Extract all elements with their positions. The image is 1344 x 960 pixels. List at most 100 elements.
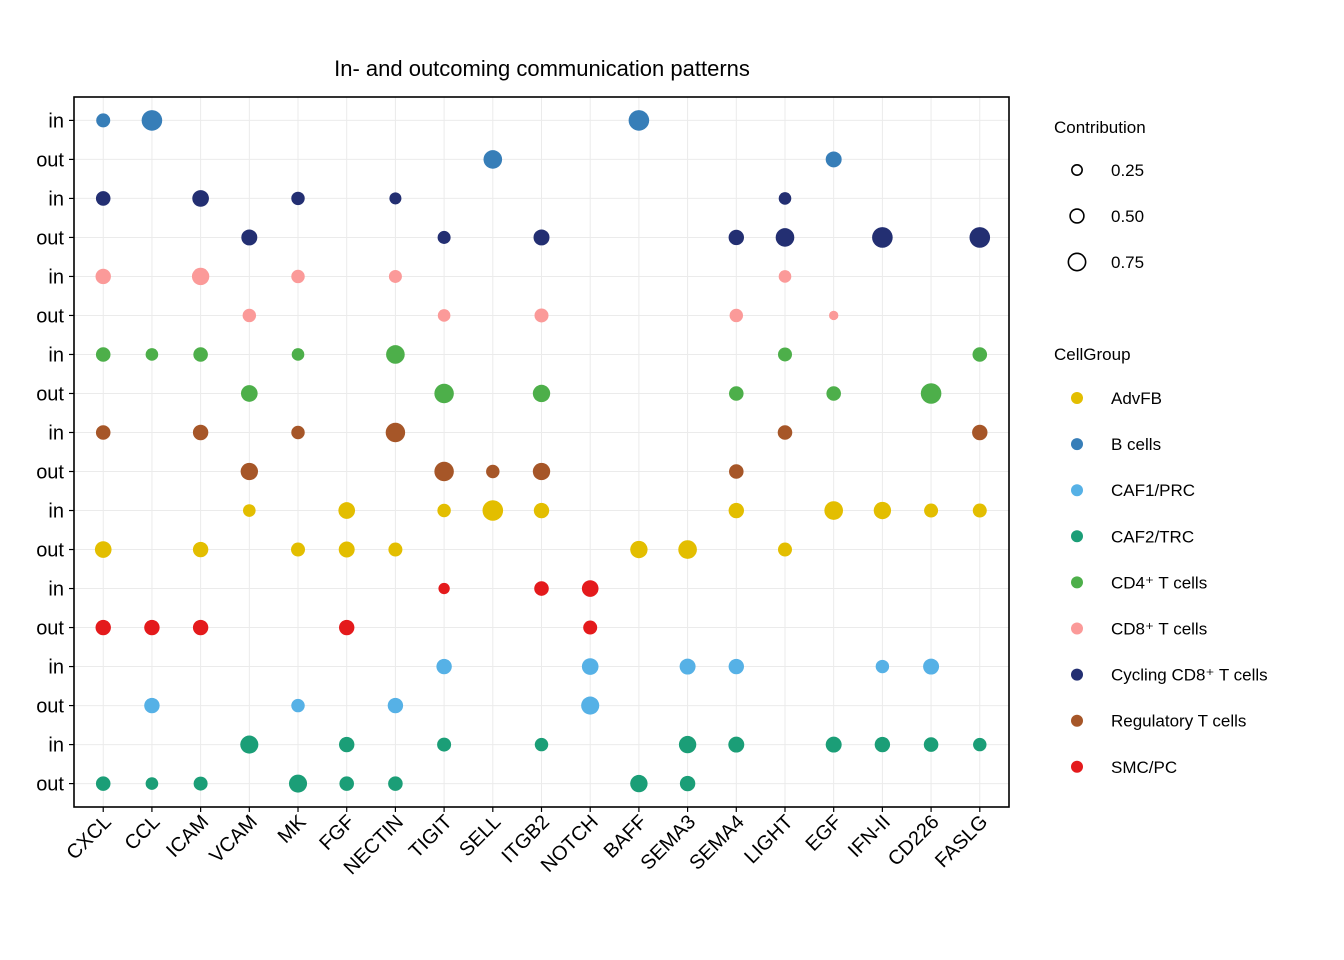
color-legend-key-smc-pc [1071,760,1083,773]
y-axis: in out in out in out in out in out in out in out in out… [36,110,74,796]
color-legend-label: CD8⁺ T cells [1111,620,1207,639]
dot-caf2-trc-in-ifn-ii [874,736,891,753]
dot-cd4-t-cells-out-tigit [434,383,454,404]
dot-cd8-t-cells-in-light [778,270,792,283]
dot-caf2-trc-out-cxcl [95,776,111,791]
dot-advfb-in-itgb2 [533,502,550,519]
y-tick-label: in [48,501,64,523]
dot-smc-pc-out-notch [583,620,598,635]
dot-smc-pc-out-icam [192,619,209,636]
color-legend-key-cd4-t-cells [1071,576,1083,589]
dot-smc-pc-in-itgb2 [534,581,549,596]
dot-caf1-prc-in-sema4 [728,658,744,675]
dot-advfb-out-light [777,542,792,557]
dot-cd8-t-cells-out-itgb2 [534,308,549,323]
color-legend-title: CellGroup [1054,345,1131,364]
size-legend-key [1069,208,1085,224]
dot-caf2-trc-in-cd226 [923,737,939,752]
dot-regulatory-t-cells-in-nectin [385,422,406,443]
dot-advfb-in-ifn-ii [873,501,892,520]
dot-cd4-t-cells-out-sema4 [729,386,744,401]
dot-cycling-cd8-t-cells-in-cxcl [95,191,111,206]
dot-regulatory-t-cells-out-tigit [434,461,454,482]
dot-cd4-t-cells-in-ccl [145,348,159,361]
dot-advfb-in-sell [482,500,504,521]
dot-cd4-t-cells-out-vcam [240,385,258,402]
dot-advfb-in-tigit [437,503,451,518]
dot-regulatory-t-cells-out-sema4 [729,464,744,479]
dot-caf2-trc-in-sema4 [728,736,745,753]
dot-caf2-trc-in-faslg [973,737,987,752]
dot-caf2-trc-in-tigit [437,737,452,752]
dot-cd4-t-cells-in-faslg [972,347,988,362]
dot-caf2-trc-out-baff [630,774,648,793]
color-legend-key-b-cells [1071,438,1083,451]
dot-advfb-out-sema3 [678,540,697,559]
dot-b-cells-in-baff [628,110,650,131]
y-tick-label: out [36,149,64,171]
size-legend-key [1067,252,1087,272]
dot-cd4-t-cells-in-mk [291,348,305,361]
dot-caf1-prc-out-ccl [144,697,160,714]
dot-cd8-t-cells-out-egf [828,310,839,321]
dot-caf2-trc-in-egf [825,736,842,753]
color-legend: CellGroup AdvFB B cells CAF1/PRC CAF2/TRC CD… [1054,345,1268,777]
dot-caf2-trc-out-sema3 [679,775,696,792]
dot-caf1-prc-out-mk [291,698,305,713]
dot-caf2-trc-out-ccl [145,777,159,790]
dot-advfb-out-icam [192,541,209,558]
color-legend-key-regulatory-t-cells [1071,714,1083,727]
dot-advfb-out-nectin [388,542,403,557]
dot-cycling-cd8-t-cells-out-itgb2 [533,229,550,246]
size-legend-title: Contribution [1054,118,1146,137]
dot-advfb-in-fgf [338,502,356,519]
dot-caf1-prc-in-tigit [436,658,452,675]
dot-cd8-t-cells-out-sema4 [729,308,744,323]
dot-cycling-cd8-t-cells-in-icam [192,190,209,207]
color-legend-key-caf2-trc [1071,530,1083,543]
color-legend-key-caf1-prc [1071,484,1083,497]
dot-cd8-t-cells-in-nectin [388,269,402,283]
dot-advfb-out-fgf [338,541,355,558]
color-legend-label: CD4⁺ T cells [1111,573,1207,592]
color-legend-label: SMC/PC [1111,758,1177,777]
dot-advfb-out-cxcl [94,541,112,558]
dot-cycling-cd8-t-cells-out-tigit [437,230,451,244]
dot-cd4-t-cells-out-itgb2 [532,384,551,403]
y-tick-label: in [48,657,64,679]
dot-cd4-t-cells-in-cxcl [95,347,111,362]
dot-cd8-t-cells-in-cxcl [95,268,111,285]
dot-cd4-t-cells-out-cd226 [920,383,942,404]
y-tick-label: out [36,540,64,562]
dot-smc-pc-out-ccl [144,619,160,636]
dot-cycling-cd8-t-cells-out-vcam [241,229,258,246]
y-tick-label: out [36,618,64,640]
dot-cycling-cd8-t-cells-out-faslg [969,227,991,248]
dot-caf2-trc-out-mk [288,774,308,793]
dot-smc-pc-in-notch [581,580,599,597]
dot-regulatory-t-cells-in-mk [291,425,305,440]
dot-cycling-cd8-t-cells-in-mk [291,191,305,206]
dot-advfb-out-mk [291,542,306,557]
dot-advfb-in-faslg [972,503,987,518]
size-legend: Contribution 0.25 0.50 0.75 [1054,118,1146,272]
dot-caf2-trc-out-fgf [339,776,354,791]
y-tick-label: out [36,383,64,405]
dot-regulatory-t-cells-out-itgb2 [532,462,551,481]
dot-smc-pc-out-fgf [339,619,355,636]
y-tick-label: in [48,188,64,210]
dot-cd8-t-cells-out-vcam [242,308,257,323]
color-legend-key-cd8-t-cells [1071,622,1083,635]
dot-advfb-in-egf [824,501,843,520]
dot-regulatory-t-cells-out-vcam [240,462,258,481]
dot-caf2-trc-in-sema3 [678,735,697,754]
dot-smc-pc-in-tigit [438,582,450,595]
dot-caf2-trc-in-fgf [339,736,355,753]
dot-b-cells-in-ccl [141,110,163,131]
chart-title: In- and outcoming communication patterns [334,56,750,81]
color-legend-key-cycling-cd8-t-cells [1071,668,1083,681]
dot-caf1-prc-out-nectin [387,697,404,714]
size-legend-label: 0.25 [1111,161,1144,180]
color-legend-key-advfb [1071,392,1083,404]
